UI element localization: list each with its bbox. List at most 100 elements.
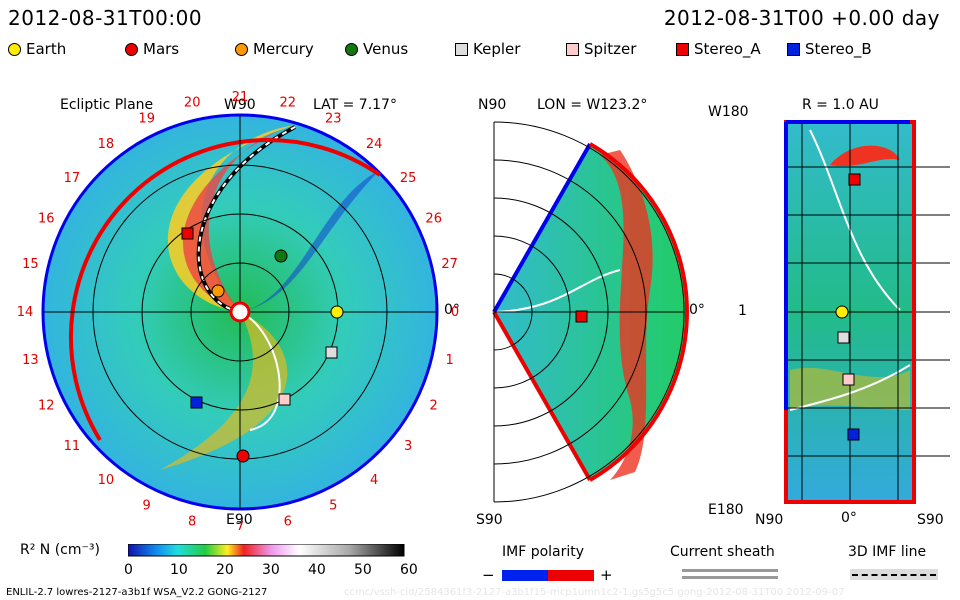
stereo-a-marker	[181, 227, 194, 240]
radial-r: R = 1.0 AU	[802, 97, 879, 113]
venus-marker	[274, 249, 288, 263]
legend-item-mercury: Mercury	[235, 40, 314, 58]
meridional-lon: LON = W123.2°	[537, 97, 648, 113]
mars-marker	[236, 449, 250, 463]
hour-label: 4	[370, 473, 378, 488]
legend-item-kepler: Kepler	[455, 40, 520, 58]
hour-label: 9	[143, 499, 151, 514]
radial-x-left: N90	[755, 512, 784, 528]
earth-marker	[330, 305, 344, 319]
ecliptic-right-label: 0°	[444, 302, 460, 318]
legend-label: Mars	[143, 40, 180, 58]
hour-label: 16	[38, 212, 55, 227]
hour-label: 18	[98, 137, 115, 152]
legend-swatch	[676, 42, 689, 56]
ecliptic-lat: LAT = 7.17°	[313, 97, 397, 113]
legend-item-mars: Mars	[125, 40, 179, 58]
hour-label: 2	[430, 398, 438, 413]
ecliptic-plot: 20 21 222324252627012345678910111213141516…	[17, 90, 459, 530]
ecliptic-title: Ecliptic Plane	[60, 97, 154, 113]
imf-title: IMF polarity	[502, 544, 585, 560]
hour-label: 5	[329, 499, 337, 514]
ecliptic-top-label: W90	[224, 97, 256, 113]
hour-label: 20	[184, 95, 201, 110]
spitzer-marker	[278, 393, 291, 406]
hour-label: 11	[64, 439, 81, 454]
hour-label: 17	[64, 171, 81, 186]
kepler-marker	[325, 346, 338, 359]
colorbar-label: R² N (cm⁻³)	[20, 542, 100, 558]
radial-top-left: W180	[708, 104, 749, 120]
meridional-right-label: 0°	[689, 302, 705, 318]
legend-label: Kepler	[473, 40, 521, 58]
radial-earth-marker	[835, 305, 849, 319]
radial-mid-left: 1	[738, 303, 747, 319]
imf-plus: +	[600, 566, 613, 584]
hour-label: 6	[284, 515, 292, 530]
meridional-stereo-a-marker	[575, 310, 588, 323]
colorbar-tick: 30	[262, 562, 280, 578]
legend-swatch	[566, 42, 579, 56]
radial-bottom-left: E180	[708, 502, 744, 518]
legend-label: Stereo_A	[694, 40, 761, 58]
hour-label: 24	[366, 137, 383, 152]
legend-item-earth: Earth	[8, 40, 66, 58]
hour-label: 21	[232, 90, 249, 105]
model-info: ENLIL-2.7 lowres-2127-a3b1f WSA_V2.2 GON…	[6, 587, 268, 598]
colorbar-tick: 40	[308, 562, 326, 578]
elapsed-title: 2012-08-31T00 +0.00 day	[663, 6, 940, 30]
legend-swatch	[455, 42, 468, 56]
hour-label: 10	[98, 473, 115, 488]
hour-label: 25	[400, 171, 417, 186]
legend-label: Mercury	[253, 40, 314, 58]
legend-swatch	[787, 42, 800, 56]
meridional-plot	[492, 121, 689, 503]
ecliptic-stream-core	[183, 130, 280, 312]
date-title: 2012-08-31T00:00	[8, 6, 203, 30]
ecliptic-hour-labels: 20 21 222324252627012345678910111213141516…	[17, 90, 459, 530]
legend-item-stereo-b: Stereo_B	[787, 40, 872, 58]
colorbar-tick: 60	[400, 562, 418, 578]
colorbar-tick: 50	[354, 562, 372, 578]
hour-label: 27	[441, 257, 458, 272]
legend-label: Earth	[26, 40, 67, 58]
radial-x-right: S90	[917, 512, 944, 528]
radial-spitzer-marker	[842, 373, 855, 386]
legend-swatch	[345, 42, 358, 56]
legend-swatch	[125, 42, 138, 56]
colorbar-tick: 20	[216, 562, 234, 578]
meridional-bottom-left: S90	[476, 512, 503, 528]
hour-label: 14	[17, 305, 34, 320]
colorbar-tick: 0	[124, 562, 133, 578]
mercury-marker	[211, 284, 225, 298]
ecliptic-white-line	[239, 311, 281, 431]
meridional-top-left: N90	[478, 97, 507, 113]
hour-label: 7	[236, 520, 244, 530]
legend-label: Venus	[363, 40, 409, 58]
hour-label: 3	[404, 439, 412, 454]
hour-label: 12	[38, 398, 55, 413]
imf-minus: −	[482, 566, 495, 584]
hour-label: 15	[22, 257, 39, 272]
ecliptic-south-band	[160, 312, 288, 470]
stereo-b-marker	[190, 396, 203, 409]
imf-positive-swatch	[548, 570, 594, 581]
legend-label: Spitzer	[584, 40, 637, 58]
hour-label: 22	[280, 95, 297, 110]
sheath-swatch	[682, 576, 778, 579]
legend-item-spitzer: Spitzer	[566, 40, 636, 58]
hour-label: 0	[451, 305, 459, 320]
imf3d-title: 3D IMF line	[848, 544, 927, 560]
radial-kepler-marker	[837, 331, 850, 344]
legend-swatch	[8, 42, 21, 56]
colorbar	[128, 544, 405, 557]
sun-icon	[229, 301, 251, 323]
imf-negative-swatch	[502, 570, 548, 581]
hour-label: 26	[425, 212, 442, 227]
colorbar-tick: 10	[170, 562, 188, 578]
legend-item-venus: Venus	[345, 40, 408, 58]
radial-stereo-b-marker	[847, 428, 860, 441]
radial-stereo-a-marker	[848, 173, 861, 186]
ecliptic-bottom-label: E90	[226, 512, 253, 528]
hour-label: 8	[188, 515, 196, 530]
